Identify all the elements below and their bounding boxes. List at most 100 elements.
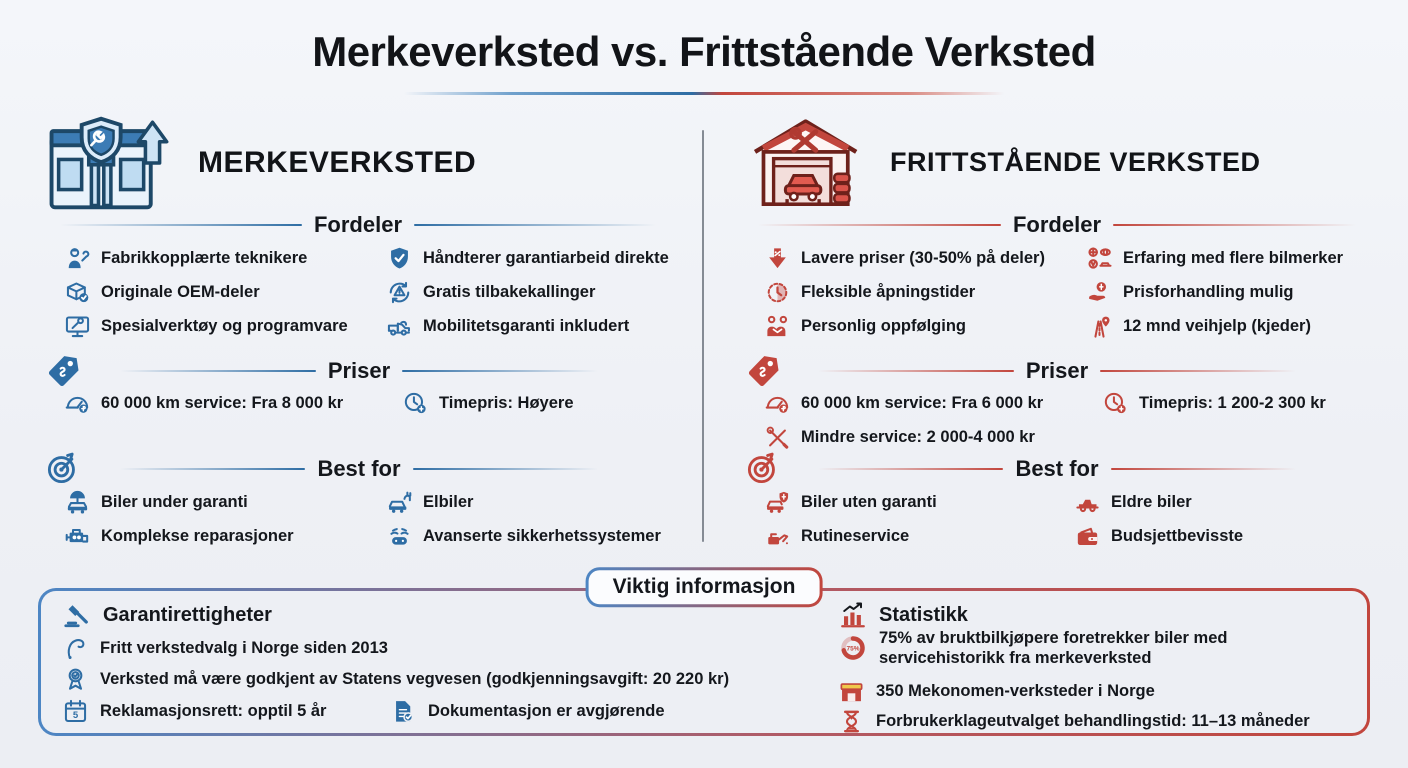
important-info-panel [38, 588, 1370, 736]
garanti-heading: Garantirettigheter [62, 600, 272, 630]
item-label: Avanserte sikkerhetssystemer [423, 526, 661, 545]
column-divider [702, 130, 704, 542]
item-label: Forbrukerklageutvalget behandlingstid: 1… [876, 711, 1310, 730]
right-priser-col1: 60 000 km service: Fra 6 000 kr Mindre s… [764, 386, 1043, 454]
list-item: Gratis tilbakekallinger [386, 275, 669, 309]
left-column-title: MERKEVERKSTED [198, 146, 477, 179]
price-tag-icon [44, 352, 82, 390]
list-item: Håndterer garantiarbeid direkte [386, 241, 669, 275]
classic-car-icon [1074, 489, 1101, 516]
list-item: Personlig oppfølging [764, 309, 1045, 343]
left-column-header: MERKEVERKSTED [48, 114, 476, 212]
item-label: Gratis tilbakekallinger [423, 282, 596, 301]
list-item: Fritt verkstedvalg i Norge siden 2013 [62, 634, 388, 662]
bar-chart-icon [838, 600, 868, 630]
item-label: Håndterer garantiarbeid direkte [423, 248, 669, 267]
clock-money-icon [1102, 390, 1129, 417]
list-item: Timepris: 1 200-2 300 kr [1102, 386, 1326, 420]
section-rule [1100, 369, 1297, 373]
storefront-icon [838, 678, 865, 705]
shield-check-icon [386, 245, 413, 272]
section-rule [402, 369, 599, 373]
technician-icon [64, 245, 91, 272]
right-best-col1: Biler uten garanti Rutineservice [764, 485, 937, 553]
important-info-badge: Viktig informasjon [585, 567, 823, 608]
left-fordeler-col2: Håndterer garantiarbeid direkte Gratis t… [386, 241, 669, 343]
document-check-icon [390, 698, 417, 725]
left-best-col2: Elbiler Avanserte sikkerhetssystemer [386, 485, 661, 553]
left-fordeler-col1: Fabrikkopplærte teknikere Originale OEM-… [64, 241, 348, 343]
section-label: Priser [327, 358, 391, 383]
section-rule [1113, 223, 1356, 227]
left-fordeler-header: Fordeler [60, 212, 656, 238]
item-label: Verksted må være godkjent av Statens veg… [100, 669, 730, 688]
electric-car-icon [386, 489, 413, 516]
list-item: Komplekse reparasjoner [64, 519, 294, 553]
section-rule [60, 223, 302, 227]
rosette-icon [62, 666, 89, 693]
item-label: Prisforhandling mulig [1123, 282, 1294, 301]
list-item: Elbiler [386, 485, 661, 519]
section-label: Best for [317, 456, 401, 481]
monitor-wrench-icon [64, 313, 91, 340]
list-item: Eldre biler [1074, 485, 1243, 519]
list-item: Mobilitetsgaranti inkludert [386, 309, 669, 343]
left-priser-header: Priser [120, 358, 599, 384]
list-item: 60 000 km service: Fra 8 000 kr [64, 386, 343, 420]
section-rule [414, 223, 656, 227]
list-item: Fleksible åpningstider [764, 275, 1045, 309]
hourglass-icon [838, 708, 865, 735]
item-label: Personlig oppfølging [801, 316, 966, 335]
list-item: Originale OEM-deler [64, 275, 348, 309]
price-tag-icon [744, 352, 782, 390]
heading-label: Garantirettigheter [103, 603, 272, 626]
list-item: Budsjettbevisste [1074, 519, 1243, 553]
donut-chart-icon: 75% [838, 633, 868, 663]
car-umbrella-icon [64, 489, 91, 516]
list-item: Rutineservice [764, 519, 937, 553]
item-label: Biler uten garanti [801, 492, 937, 511]
list-item: Biler under garanti [64, 485, 294, 519]
handshake-icon [764, 313, 791, 340]
item-label: Timepris: 1 200-2 300 kr [1139, 393, 1326, 412]
left-best-header: Best for [120, 456, 598, 482]
section-label: Fordeler [313, 212, 403, 237]
section-rule [120, 369, 316, 373]
speedometer-money-icon [64, 390, 91, 417]
list-item: Timepris: Høyere [402, 386, 574, 420]
item-label: Lavere priser (30-50% på deler) [801, 248, 1045, 267]
list-item: 12 mnd veihjelp (kjeder) [1086, 309, 1343, 343]
list-item: 350 Mekonomen-verksteder i Norge [838, 677, 1155, 705]
item-label: Originale OEM-deler [101, 282, 260, 301]
list-item: Spesialverktøy og programvare [64, 309, 348, 343]
target-icon [44, 449, 82, 487]
speedometer-money-icon [764, 390, 791, 417]
item-label: Mindre service: 2 000-4 000 kr [801, 427, 1035, 446]
car-brands-icon [1086, 245, 1113, 272]
heading-label: Statistikk [879, 603, 968, 626]
right-priser-header: Priser [818, 358, 1297, 384]
garage-icon [750, 114, 868, 210]
hook-icon [62, 635, 89, 662]
left-priser-col1: 60 000 km service: Fra 8 000 kr [64, 386, 343, 420]
page-title: Merkeverksted vs. Frittstående Verksted [312, 28, 1096, 75]
crossed-tools-icon [764, 424, 791, 451]
list-item: 75% 75% av bruktbilkjøpere foretrekker b… [838, 628, 1258, 668]
item-label: 350 Mekonomen-verksteder i Norge [876, 681, 1155, 700]
item-label: Timepris: Høyere [439, 393, 574, 412]
right-column-title: FRITTSTÅENDE VERKSTED [890, 146, 1261, 177]
item-label: Dokumentasjon er avgjørende [428, 701, 665, 720]
left-priser-col2: Timepris: Høyere [402, 386, 574, 420]
section-rule [758, 223, 1001, 227]
item-label: 75% av bruktbilkjøpere foretrekker biler… [879, 629, 1228, 668]
section-rule [1110, 467, 1296, 471]
engine-icon [64, 523, 91, 550]
section-label: Fordeler [1012, 212, 1102, 237]
wallet-icon [1074, 523, 1101, 550]
item-label: Fleksible åpningstider [801, 282, 976, 301]
list-item: Avanserte sikkerhetssystemer [386, 519, 661, 553]
parts-box-icon [64, 279, 91, 306]
right-priser-col2: Timepris: 1 200-2 300 kr [1102, 386, 1326, 420]
list-item: Verksted må være godkjent av Statens veg… [62, 665, 729, 693]
